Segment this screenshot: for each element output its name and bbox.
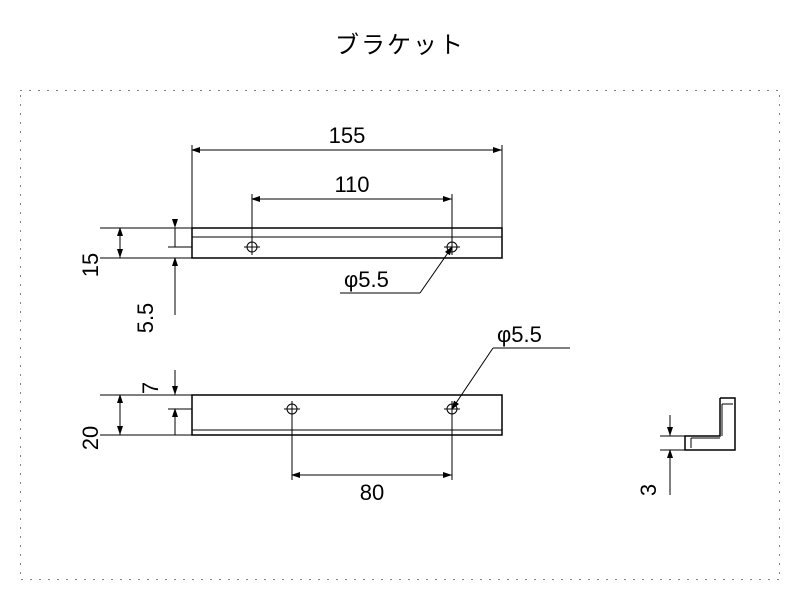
dia-callout-b: φ5.5 (452, 322, 570, 409)
dim-3: 3 (636, 415, 685, 496)
svg-text:5.5: 5.5 (133, 303, 158, 334)
svg-text:15: 15 (78, 253, 103, 277)
hole-3 (284, 401, 300, 417)
dim-7: 7 (138, 370, 192, 435)
svg-text:20: 20 (78, 426, 103, 450)
svg-text:155: 155 (329, 123, 366, 148)
engineering-drawing: 155 110 15 5.5 φ5.5 (20, 90, 780, 580)
dim-5-5: 5.5 (133, 228, 192, 333)
drawing-title: ブラケット (335, 25, 465, 60)
part-bottom-view (192, 395, 502, 435)
svg-text:φ5.5: φ5.5 (497, 322, 542, 347)
svg-text:φ5.5: φ5.5 (344, 267, 389, 292)
svg-text:110: 110 (334, 172, 369, 197)
svg-text:7: 7 (138, 382, 163, 394)
part-side-view (685, 398, 735, 450)
dia-callout-a: φ5.5 (340, 247, 452, 293)
svg-text:80: 80 (360, 480, 384, 505)
dotted-border (20, 90, 780, 580)
hole-1 (244, 239, 260, 255)
svg-text:3: 3 (636, 484, 661, 496)
dim-110: 110 (252, 172, 452, 240)
part-top-view (192, 228, 502, 258)
